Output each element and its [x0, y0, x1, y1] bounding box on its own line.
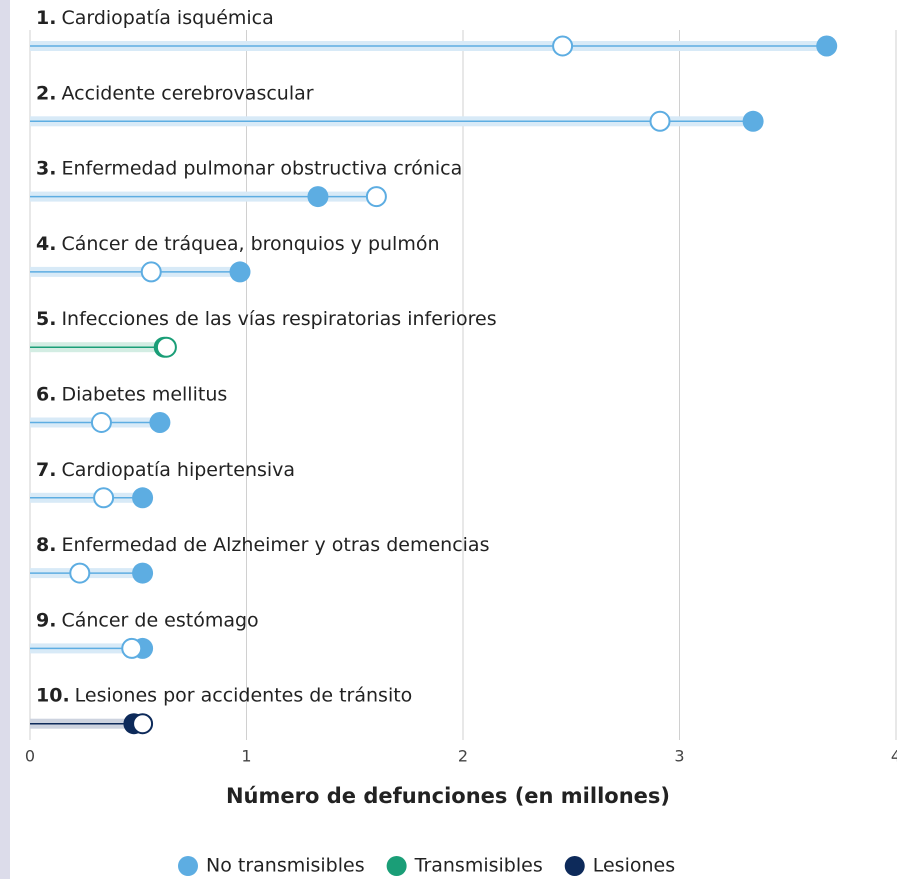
end-dot: [132, 562, 154, 584]
x-tick-label: 0: [25, 747, 35, 766]
label: Enfermedad pulmonar obstructiva crónica: [61, 157, 462, 179]
start-dot: [121, 637, 143, 659]
category-label: 8. Enfermedad de Alzheimer y otras demenc…: [36, 534, 489, 556]
label: Accidente cerebrovascular: [61, 82, 313, 104]
label: Cáncer de estómago: [61, 609, 258, 631]
rank: 2.: [36, 82, 56, 104]
start-dot: [132, 713, 154, 735]
legend-label: Transmisibles: [414, 855, 543, 877]
start-dot: [140, 261, 162, 283]
rank: 1.: [36, 7, 56, 29]
category-label: 2. Accidente cerebrovascular: [36, 82, 314, 104]
end-dot: [816, 35, 838, 57]
x-tick-label: 3: [674, 747, 684, 766]
side-strip: [0, 0, 10, 879]
x-axis-title: Número de defunciones (en millones): [226, 784, 670, 808]
start-dot: [649, 110, 671, 132]
end-dot: [742, 110, 764, 132]
end-dot: [132, 487, 154, 509]
rank: 6.: [36, 383, 56, 405]
rank: 5.: [36, 308, 56, 330]
start-dot: [155, 336, 177, 358]
category-label: 4. Cáncer de tráquea, bronquios y pulmón: [36, 232, 440, 254]
x-tick-label: 4: [891, 747, 897, 766]
label: Infecciones de las vías respiratorias in…: [61, 308, 496, 330]
start-dot: [69, 562, 91, 584]
x-tick-label: 1: [241, 747, 251, 766]
legend-label: No transmisibles: [206, 855, 365, 877]
x-tick-label: 2: [458, 747, 468, 766]
category-label: 5. Infecciones de las vías respiratorias …: [36, 308, 497, 330]
label: Cáncer de tráquea, bronquios y pulmón: [61, 232, 439, 254]
end-dot: [307, 186, 329, 208]
category-label: 10. Lesiones por accidentes de tránsito: [36, 684, 412, 706]
start-dot: [365, 186, 387, 208]
label: Cardiopatía hipertensiva: [61, 458, 295, 480]
legend-label: Lesiones: [593, 855, 675, 877]
legend-swatch: [386, 856, 407, 876]
start-dot: [552, 35, 574, 57]
rank: 3.: [36, 157, 56, 179]
rank: 10.: [36, 684, 70, 706]
rank: 4.: [36, 232, 56, 254]
legend-swatch: [178, 856, 198, 876]
rank: 8.: [36, 534, 56, 556]
rank: 7.: [36, 458, 56, 480]
category-label: 9. Cáncer de estómago: [36, 609, 259, 631]
rank: 9.: [36, 609, 56, 631]
start-dot: [90, 412, 112, 433]
label: Cardiopatía isquémica: [61, 7, 273, 29]
label: Lesiones por accidentes de tránsito: [75, 684, 413, 706]
category-label: 3. Enfermedad pulmonar obstructiva crónic…: [36, 157, 462, 179]
legend-swatch: [564, 856, 585, 876]
category-label: 1. Cardiopatía isquémica: [36, 7, 274, 29]
label: Enfermedad de Alzheimer y otras demencia…: [61, 534, 489, 556]
end-dot: [229, 261, 251, 283]
start-dot: [93, 487, 115, 509]
end-dot: [149, 412, 171, 433]
label: Diabetes mellitus: [61, 383, 227, 405]
category-label: 7. Cardiopatía hipertensiva: [36, 458, 295, 480]
category-label: 6. Diabetes mellitus: [36, 383, 227, 405]
